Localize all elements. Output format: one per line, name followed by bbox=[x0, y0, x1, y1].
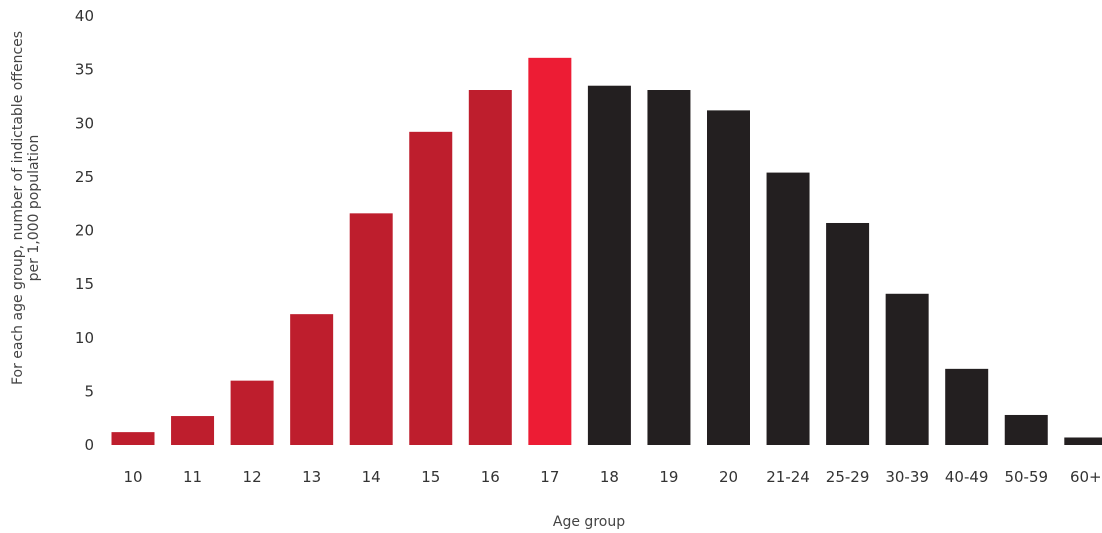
y-tick-label: 0 bbox=[84, 436, 94, 454]
bar-60+ bbox=[1064, 437, 1102, 445]
bars bbox=[111, 57, 1102, 446]
x-axis-ticks: 10 11 12 13 14 15 16 17 18 19 20 21-24 25-29 30-39 40-… bbox=[123, 468, 1101, 486]
bar-16 bbox=[468, 90, 512, 445]
bar-21-24 bbox=[766, 172, 810, 445]
bar-19 bbox=[647, 90, 691, 445]
x-tick-label: 20 bbox=[719, 468, 738, 486]
bar-15 bbox=[409, 131, 453, 445]
y-tick-label: 30 bbox=[75, 114, 94, 132]
x-tick-label: 12 bbox=[243, 468, 262, 486]
x-tick-label: 13 bbox=[302, 468, 321, 486]
x-tick-label: 10 bbox=[123, 468, 142, 486]
x-axis-title: Age group bbox=[553, 514, 625, 530]
bar-13 bbox=[290, 314, 334, 445]
bar-12 bbox=[230, 380, 274, 445]
x-tick-label: 21-24 bbox=[766, 468, 810, 486]
y-axis-ticks: 0 5 10 15 20 25 30 35 40 bbox=[75, 7, 94, 454]
y-tick-label: 5 bbox=[84, 382, 94, 400]
x-tick-label: 40-49 bbox=[945, 468, 989, 486]
x-tick-label: 50-59 bbox=[1004, 468, 1048, 486]
bar-50-59 bbox=[1004, 414, 1048, 445]
y-tick-label: 15 bbox=[75, 275, 94, 293]
x-tick-label: 14 bbox=[362, 468, 381, 486]
y-axis-title: For each age group, number of indictable… bbox=[10, 31, 42, 385]
y-tick-label: 35 bbox=[75, 61, 94, 79]
y-tick-label: 25 bbox=[75, 168, 94, 186]
y-tick-label: 10 bbox=[75, 329, 94, 347]
y-axis-title-line-2: per 1,000 population bbox=[26, 135, 42, 282]
x-tick-label: 11 bbox=[183, 468, 202, 486]
x-tick-label: 16 bbox=[481, 468, 500, 486]
bar-11 bbox=[171, 416, 215, 445]
bar-18 bbox=[587, 85, 631, 446]
bar-30-39 bbox=[885, 293, 929, 445]
x-tick-label: 15 bbox=[421, 468, 440, 486]
bar-10 bbox=[111, 432, 155, 445]
y-tick-label: 40 bbox=[75, 7, 94, 25]
x-tick-label: 18 bbox=[600, 468, 619, 486]
y-axis-title-line-1: For each age group, number of indictable… bbox=[10, 31, 26, 385]
x-tick-label: 60+ bbox=[1070, 468, 1102, 486]
y-tick-label: 20 bbox=[75, 222, 94, 240]
bar-14 bbox=[349, 213, 393, 445]
bar-40-49 bbox=[945, 368, 989, 445]
bar-25-29 bbox=[826, 222, 870, 445]
x-tick-label: 17 bbox=[540, 468, 559, 486]
bar-17 bbox=[528, 57, 572, 445]
x-tick-label: 30-39 bbox=[885, 468, 929, 486]
bar-20 bbox=[707, 110, 750, 445]
x-tick-label: 25-29 bbox=[826, 468, 870, 486]
x-tick-label: 19 bbox=[659, 468, 678, 486]
